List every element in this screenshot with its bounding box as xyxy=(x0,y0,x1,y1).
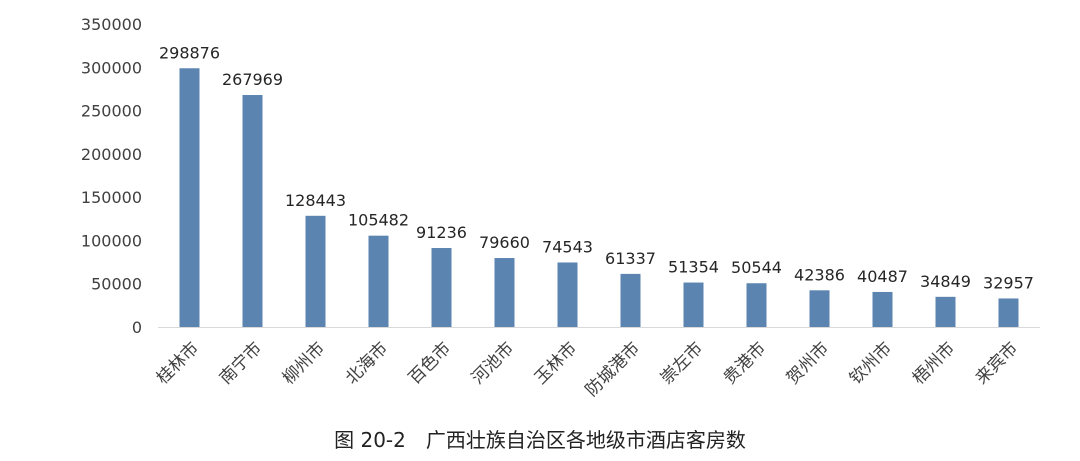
data-label: 267969 xyxy=(222,70,283,89)
bar xyxy=(494,258,515,327)
y-tick-label: 200000 xyxy=(81,145,142,164)
bar xyxy=(305,215,326,327)
x-tick-label: 玉林市 xyxy=(531,338,581,388)
data-label: 74543 xyxy=(542,237,593,256)
bars xyxy=(179,68,1019,327)
y-tick-label: 150000 xyxy=(81,188,142,207)
bar xyxy=(242,95,263,327)
x-tick-label: 贺州市 xyxy=(783,338,833,388)
data-label: 42386 xyxy=(794,265,845,284)
data-label: 51354 xyxy=(668,258,719,277)
x-tick-label: 河池市 xyxy=(468,338,518,388)
data-label: 34849 xyxy=(920,272,971,291)
data-label: 91236 xyxy=(416,223,467,242)
x-tick-label: 崇左市 xyxy=(657,338,707,388)
bar xyxy=(683,282,704,327)
y-tick-label: 0 xyxy=(132,318,142,337)
data-label: 128443 xyxy=(285,191,346,210)
y-tick-label: 100000 xyxy=(81,231,142,250)
x-tick-label: 来宾市 xyxy=(972,338,1022,388)
bar xyxy=(746,283,767,327)
bar-chart: 0 50000 100000 150000 200000 250000 300000 3500… xyxy=(81,15,1040,401)
data-label: 298876 xyxy=(159,43,220,62)
x-tick-label: 北海市 xyxy=(342,338,392,388)
bar xyxy=(872,291,893,327)
bar xyxy=(998,298,1019,327)
bar xyxy=(557,262,578,327)
data-label: 61337 xyxy=(605,249,656,268)
bar xyxy=(368,235,389,327)
figure-caption: 图 20-2 广西壮族自治区各地级市酒店客房数 xyxy=(334,428,746,452)
y-tick-label: 350000 xyxy=(81,15,142,34)
data-label: 32957 xyxy=(983,273,1034,292)
x-tick-label: 南宁市 xyxy=(216,338,266,388)
y-tick-label: 250000 xyxy=(81,102,142,121)
x-axis: 桂林市 南宁市 柳州市 北海市 百色市 河池市 玉林市 防城港市 崇左市 贵港市 贺州市 钦州市 梧州市… xyxy=(153,327,1040,401)
y-tick-label: 50000 xyxy=(91,275,142,294)
data-label: 40487 xyxy=(857,267,908,286)
x-tick-label: 柳州市 xyxy=(279,338,329,388)
x-tick-label: 钦州市 xyxy=(846,338,896,388)
bar xyxy=(620,273,641,327)
y-tick-label: 300000 xyxy=(81,58,142,77)
x-tick-label: 贵港市 xyxy=(720,338,770,388)
x-tick-label: 梧州市 xyxy=(909,338,959,388)
bar xyxy=(809,290,830,327)
data-label: 50544 xyxy=(731,258,782,277)
y-axis: 0 50000 100000 150000 200000 250000 300000 3500… xyxy=(81,15,142,337)
x-tick-label: 百色市 xyxy=(405,338,455,388)
x-tick-label: 防城港市 xyxy=(582,338,644,400)
bar xyxy=(935,296,956,327)
bar xyxy=(179,68,200,327)
data-label: 105482 xyxy=(348,211,409,230)
data-label: 79660 xyxy=(479,233,530,252)
x-tick-label: 桂林市 xyxy=(153,338,203,388)
bar xyxy=(431,248,452,327)
